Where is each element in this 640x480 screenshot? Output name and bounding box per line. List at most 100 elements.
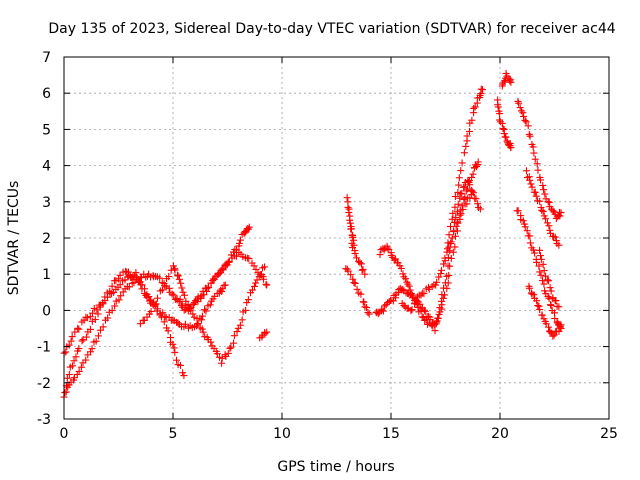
data-point	[353, 254, 361, 262]
y-tick-label: 7	[42, 50, 51, 66]
data-point	[174, 319, 182, 327]
data-point	[536, 246, 544, 254]
data-point	[104, 314, 112, 322]
data-point	[470, 104, 478, 112]
data-point	[260, 275, 268, 283]
data-point	[536, 197, 544, 205]
data-point	[242, 306, 250, 314]
data-point	[133, 273, 141, 281]
data-point	[526, 176, 534, 184]
data-point	[536, 268, 544, 276]
data-point	[537, 255, 545, 263]
data-point	[346, 219, 354, 227]
data-point	[502, 133, 510, 141]
data-point	[65, 341, 73, 349]
data-point	[456, 194, 464, 202]
data-point	[360, 298, 368, 306]
data-point	[549, 232, 557, 240]
data-point	[347, 271, 355, 279]
data-point	[412, 297, 420, 305]
data-point	[381, 302, 389, 310]
data-point	[555, 241, 563, 249]
data-point	[452, 232, 460, 240]
y-tick-label: 5	[42, 122, 51, 138]
x-tick-label: 15	[382, 426, 400, 442]
data-point	[437, 266, 445, 274]
data-point	[94, 310, 102, 318]
data-point	[77, 363, 85, 371]
data-point	[173, 296, 181, 304]
data-point	[170, 291, 178, 299]
data-point	[536, 306, 544, 314]
data-point	[116, 281, 124, 289]
data-point	[114, 275, 122, 283]
data-point	[431, 327, 439, 335]
data-point	[424, 320, 432, 328]
data-point	[125, 283, 133, 291]
data-point	[262, 280, 270, 288]
y-tick-labels: -3 -2 -1 0 1 2 3 4 5 6 7	[37, 50, 51, 428]
data-point	[154, 305, 162, 313]
data-point	[407, 307, 415, 315]
data-point	[428, 321, 436, 329]
data-point	[537, 176, 545, 184]
data-point	[86, 348, 94, 356]
data-point	[177, 279, 185, 287]
data-point	[537, 252, 545, 260]
data-point	[529, 143, 537, 151]
data-point	[448, 215, 456, 223]
data-point	[218, 354, 226, 362]
data-point	[555, 327, 563, 335]
data-point	[457, 167, 465, 175]
data-point	[194, 298, 202, 306]
data-point	[108, 282, 116, 290]
y-tick-label: 2	[42, 231, 51, 247]
data-point	[86, 313, 94, 321]
data-point	[170, 344, 178, 352]
data-point	[245, 255, 253, 263]
data-point	[521, 116, 529, 124]
data-point	[474, 158, 482, 166]
x-tick-labels: 0 5 10 15 20 25	[60, 426, 618, 442]
data-point	[458, 189, 466, 197]
data-point	[230, 339, 238, 347]
data-point	[156, 274, 164, 282]
y-tick-label: -2	[37, 376, 51, 392]
data-point	[468, 173, 476, 181]
data-point	[171, 266, 179, 274]
data-point	[344, 203, 352, 211]
data-point	[198, 325, 206, 333]
data-point	[165, 273, 173, 281]
data-point	[62, 348, 70, 356]
data-point	[438, 297, 446, 305]
data-point	[432, 320, 440, 328]
data-point	[535, 302, 543, 310]
data-point	[174, 271, 182, 279]
data-points	[60, 69, 565, 401]
data-point	[445, 243, 453, 251]
data-point	[435, 310, 443, 318]
data-point	[65, 370, 73, 378]
data-point	[406, 286, 414, 294]
y-tick-label: 1	[42, 267, 51, 283]
data-point	[451, 193, 459, 201]
data-point	[422, 315, 430, 323]
data-point	[174, 272, 182, 280]
data-point	[441, 279, 449, 287]
data-point	[527, 180, 535, 188]
data-point	[555, 303, 563, 311]
data-point	[248, 286, 256, 294]
data-point	[245, 223, 253, 231]
y-axis-label: SDTVAR / TECUs	[6, 181, 22, 296]
data-point	[507, 144, 515, 151]
data-point	[236, 236, 244, 244]
data-point	[551, 233, 559, 241]
data-point	[344, 267, 352, 275]
data-point	[420, 290, 428, 298]
data-point	[397, 264, 405, 272]
data-point	[540, 267, 548, 275]
data-point	[168, 290, 176, 298]
data-point	[471, 103, 479, 111]
data-point	[428, 283, 436, 291]
data-point	[464, 178, 472, 186]
